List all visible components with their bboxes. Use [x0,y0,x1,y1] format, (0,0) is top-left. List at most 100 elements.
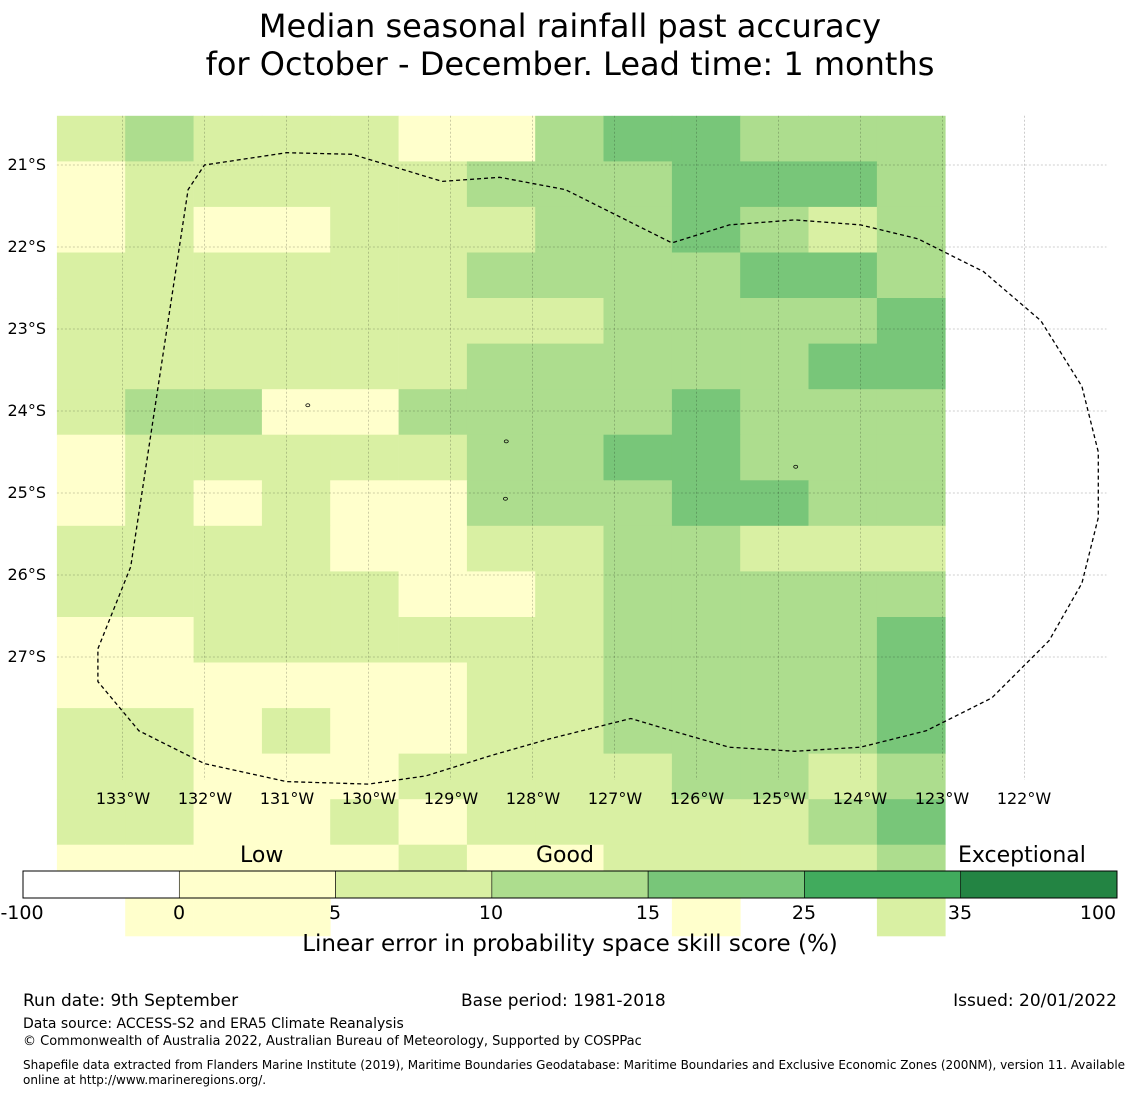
skill-cell [740,799,809,846]
skill-cell [466,753,536,800]
skill-cell [125,617,194,663]
skill-cell [671,298,741,344]
copyright: © Commonwealth of Australia 2022, Austra… [23,1034,642,1049]
skill-cell [125,206,194,253]
skill-cell [330,434,399,481]
shapefile-credit-line-2: online at http://www.marineregions.org/. [23,1073,267,1087]
skill-cell [125,343,194,390]
island-henderson [503,439,509,444]
skill-cell [740,206,809,253]
skill-cell [876,480,946,527]
skill-cell [193,480,263,527]
skill-cell [466,571,536,618]
skill-cell [56,252,126,299]
skill-cell [876,617,946,663]
skill-cell [398,434,468,481]
skill-cell [261,298,331,344]
skill-cell [671,343,741,390]
lon-label: 129°W [423,789,479,808]
skill-cell [740,298,809,344]
skill-cell [876,161,946,208]
base-period: Base period: 1981-2018 [461,991,666,1011]
skill-cell [740,343,809,390]
colorbar-tick: 100 [1079,902,1117,924]
chart-title-line-2: for October - December. Lead time: 1 mon… [205,45,935,83]
islands [305,403,799,501]
skill-cell [671,525,741,572]
skill-cell [603,115,673,162]
skill-cell [398,753,468,800]
skill-cell [466,115,536,162]
skill-cell [876,252,946,299]
skill-cell [671,115,741,162]
skill-cell [671,252,741,299]
skill-cell [398,389,468,436]
skill-cell [330,252,399,299]
lon-label: 130°W [341,789,397,808]
island-oeno [305,403,311,408]
shapefile-credit-line-1: Shapefile data extracted from Flanders M… [23,1058,1126,1072]
skill-cell [125,298,194,344]
skill-cell [193,252,263,299]
skill-cell [603,799,673,846]
skill-cell [466,617,536,663]
colorbar-tick: -100 [0,902,44,924]
skill-cell [603,753,673,800]
issued-date: Issued: 20/01/2022 [953,991,1117,1011]
skill-cell [261,389,331,436]
skill-cell [398,161,468,208]
skill-cell [808,434,878,481]
skill-cell [603,617,673,663]
skill-cell [603,662,673,709]
skill-cell [261,161,331,208]
skill-cell [125,799,194,846]
island-pitcairn [503,496,508,501]
lon-label: 122°W [996,789,1052,808]
skill-cell [876,525,946,572]
skill-cell [330,571,399,618]
skill-cell [56,525,126,572]
skill-cell [466,480,536,527]
skill-cell [466,161,536,208]
skill-cell [56,662,126,709]
skill-cell [398,708,468,755]
skill-cell [740,617,809,663]
skill-cell [740,115,809,162]
skill-cell [808,617,878,663]
skill-cell [261,206,331,253]
skill-cell [671,799,741,846]
skill-cell [330,799,399,846]
data-source: Data source: ACCESS-S2 and ERA5 Climate … [23,1016,404,1032]
skill-cell [193,662,263,709]
skill-cell [876,298,946,344]
skill-cell [535,206,604,253]
colorbar-tick: 35 [947,902,973,924]
skill-cell [466,525,536,572]
skill-cell [125,115,194,162]
colorbar-segment [491,870,649,899]
skill-cell [466,708,536,755]
skill-cell [740,662,809,709]
skill-cell [261,799,331,846]
skill-cell [330,343,399,390]
run-date: Run date: 9th September [23,991,239,1011]
skill-cell [876,662,946,709]
skill-cell [330,298,399,344]
skill-cell [398,298,468,344]
skill-cell [193,753,263,800]
category-low: Low [240,843,284,868]
lon-label: 126°W [669,789,725,808]
skill-cell [535,799,604,846]
skill-cell [261,753,331,800]
skill-cell [193,799,263,846]
lon-label: 125°W [751,789,807,808]
skill-cell [193,115,263,162]
skill-cell [125,389,194,436]
skill-cell [125,708,194,755]
skill-cell [56,799,126,846]
skill-cell [193,343,263,390]
skill-cell [603,161,673,208]
skill-cell [808,525,878,572]
skill-cell [193,525,263,572]
